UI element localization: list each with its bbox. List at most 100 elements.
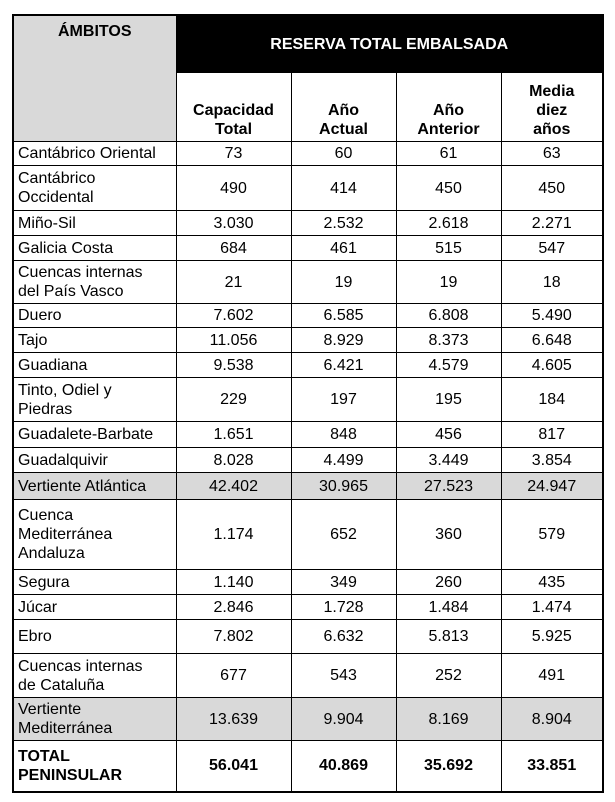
cell-value: 1.140 xyxy=(175,569,292,595)
row-label: Guadalete-Barbate xyxy=(12,421,177,448)
cell-value: 6.421 xyxy=(290,352,397,378)
cell-value: 652 xyxy=(290,499,397,570)
cell-value: 60 xyxy=(290,141,397,166)
cell-value: 547 xyxy=(500,235,604,261)
cell-value: 6.808 xyxy=(395,303,502,328)
cell-value: 684 xyxy=(175,235,292,261)
cell-value: 24.947 xyxy=(500,472,604,500)
cell-value: 19 xyxy=(290,260,397,304)
row-label: Miño-Sil xyxy=(12,210,177,236)
cell-value: 5.925 xyxy=(500,619,604,654)
cell-value: 1.174 xyxy=(175,499,292,570)
cell-value: 229 xyxy=(175,377,292,422)
cell-value: 30.965 xyxy=(290,472,397,500)
table-row: Segura 1.140 349 260 435 xyxy=(12,569,604,595)
cell-value: 35.692 xyxy=(395,740,502,792)
cell-value: 515 xyxy=(395,235,502,261)
cell-value: 18 xyxy=(500,260,604,304)
cell-value: 360 xyxy=(395,499,502,570)
row-label: Cuenca Mediterránea Andaluza xyxy=(12,499,177,570)
cell-value: 543 xyxy=(290,653,397,698)
cell-value: 5.490 xyxy=(500,303,604,328)
row-label: Vertiente Atlántica xyxy=(12,472,177,500)
table-row: TOTAL PENINSULAR 56.041 40.869 35.692 33.851 xyxy=(12,740,604,792)
row-label: Galicia Costa xyxy=(12,235,177,261)
table-row: Galicia Costa 684 461 515 547 xyxy=(12,235,604,261)
table-row: Ebro 7.802 6.632 5.813 5.925 xyxy=(12,619,604,654)
cell-value: 461 xyxy=(290,235,397,261)
header-row: ÁMBITOS RESERVA TOTAL EMBALSADA xyxy=(12,14,604,142)
cell-value: 1.651 xyxy=(175,421,292,448)
cell-value: 9.538 xyxy=(175,352,292,378)
row-label: Tinto, Odiel y Piedras xyxy=(12,377,177,422)
cell-value: 456 xyxy=(395,421,502,448)
cell-value: 8.169 xyxy=(395,697,502,741)
cell-value: 56.041 xyxy=(175,740,292,792)
cell-value: 2.271 xyxy=(500,210,604,236)
cell-value: 349 xyxy=(290,569,397,595)
cell-value: 260 xyxy=(395,569,502,595)
cell-value: 579 xyxy=(500,499,604,570)
row-label: Cuencas internas del País Vasco xyxy=(12,260,177,304)
cell-value: 21 xyxy=(175,260,292,304)
reservoir-table: ÁMBITOS RESERVA TOTAL EMBALSADA Capacida… xyxy=(12,14,604,793)
cell-value: 33.851 xyxy=(500,740,604,792)
table-row: Vertiente Mediterránea 13.639 9.904 8.169 8.… xyxy=(12,697,604,741)
table-row: Duero 7.602 6.585 6.808 5.490 xyxy=(12,303,604,328)
column-header: Año Actual xyxy=(290,72,397,142)
cell-value: 8.904 xyxy=(500,697,604,741)
cell-value: 5.813 xyxy=(395,619,502,654)
row-label: Cantábrico Occidental xyxy=(12,165,177,211)
cell-value: 6.632 xyxy=(290,619,397,654)
cell-value: 7.802 xyxy=(175,619,292,654)
cell-value: 450 xyxy=(500,165,604,211)
row-label: TOTAL PENINSULAR xyxy=(12,740,177,792)
cell-value: 2.532 xyxy=(290,210,397,236)
table-row: Cantábrico Oriental 73 60 61 63 xyxy=(12,141,604,166)
row-label: Júcar xyxy=(12,594,177,620)
cell-value: 817 xyxy=(500,421,604,448)
row-label: Cuencas internas de Cataluña xyxy=(12,653,177,698)
header-cell: ÁMBITOS xyxy=(12,14,177,142)
cell-value: 414 xyxy=(290,165,397,211)
cell-value: 1.474 xyxy=(500,594,604,620)
cell-value: 40.869 xyxy=(290,740,397,792)
table-row: Cuencas internas de Cataluña 677 543 252 491 xyxy=(12,653,604,698)
cell-value: 13.639 xyxy=(175,697,292,741)
cell-value: 11.056 xyxy=(175,327,292,353)
table-row: Guadalete-Barbate 1.651 848 456 817 xyxy=(12,421,604,448)
cell-value: 450 xyxy=(395,165,502,211)
cell-value: 7.602 xyxy=(175,303,292,328)
column-header: Capacidad Total xyxy=(175,72,292,142)
cell-value: 4.499 xyxy=(290,447,397,473)
cell-value: 4.579 xyxy=(395,352,502,378)
row-label: Guadiana xyxy=(12,352,177,378)
table-row: Guadiana 9.538 6.421 4.579 4.605 xyxy=(12,352,604,378)
column-header: Media diez años xyxy=(500,72,604,142)
cell-value: 63 xyxy=(500,141,604,166)
cell-value: 3.030 xyxy=(175,210,292,236)
cell-value: 195 xyxy=(395,377,502,422)
table-row: Vertiente Atlántica 42.402 30.965 27.523 24.… xyxy=(12,472,604,500)
cell-value: 1.484 xyxy=(395,594,502,620)
table-row: Tinto, Odiel y Piedras 229 197 195 184 xyxy=(12,377,604,422)
cell-value: 3.449 xyxy=(395,447,502,473)
table-row: Cuencas internas del País Vasco 21 19 19 18 xyxy=(12,260,604,304)
table-row: Júcar 2.846 1.728 1.484 1.474 xyxy=(12,594,604,620)
cell-value: 8.929 xyxy=(290,327,397,353)
cell-value: 491 xyxy=(500,653,604,698)
cell-value: 42.402 xyxy=(175,472,292,500)
cell-value: 252 xyxy=(395,653,502,698)
table-row: Cuenca Mediterránea Andaluza 1.174 652 360 5… xyxy=(12,499,604,570)
cell-value: 27.523 xyxy=(395,472,502,500)
header-group: RESERVA TOTAL EMBALSADA xyxy=(175,14,604,73)
cell-value: 848 xyxy=(290,421,397,448)
cell-value: 2.618 xyxy=(395,210,502,236)
table-row: Tajo 11.056 8.929 8.373 6.648 xyxy=(12,327,604,353)
cell-value: 19 xyxy=(395,260,502,304)
row-label: Guadalquivir xyxy=(12,447,177,473)
table-row: Miño-Sil 3.030 2.532 2.618 2.271 xyxy=(12,210,604,236)
cell-value: 1.728 xyxy=(290,594,397,620)
cell-value: 8.028 xyxy=(175,447,292,473)
